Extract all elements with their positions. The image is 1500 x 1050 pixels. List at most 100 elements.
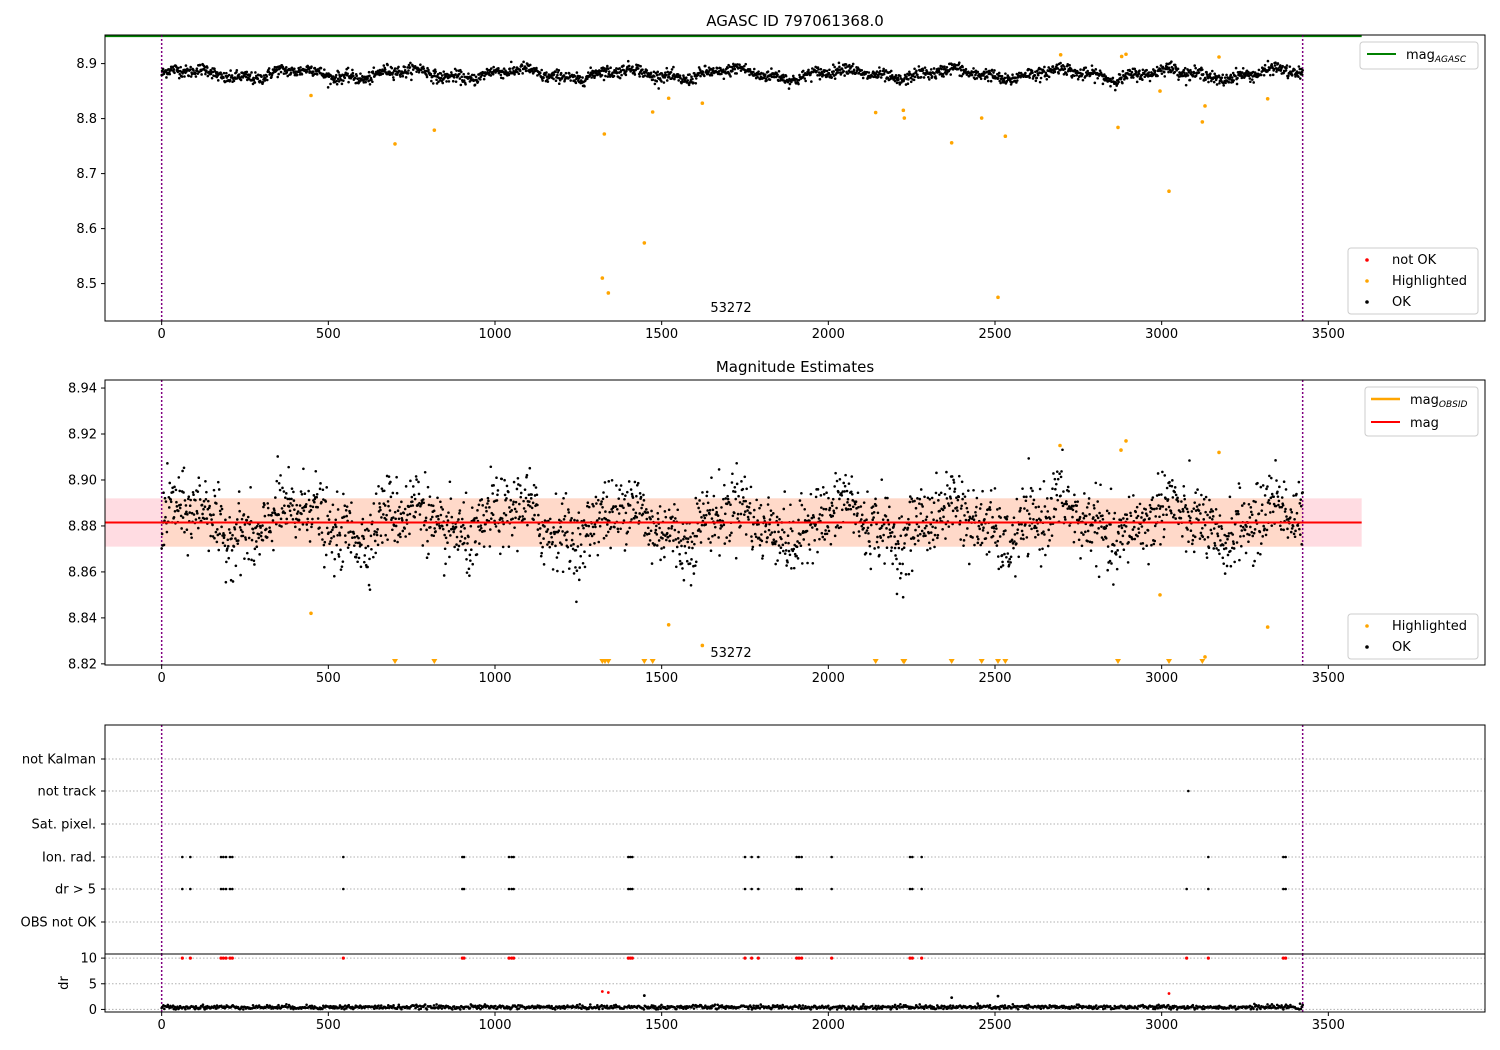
ok-point <box>1035 76 1039 80</box>
ok-point <box>260 531 263 534</box>
highlighted-point <box>600 276 605 280</box>
ok-point <box>931 538 935 542</box>
ok-point <box>918 532 922 536</box>
ok-point <box>567 72 571 75</box>
ok-point <box>1231 71 1235 75</box>
ok-point <box>173 485 176 489</box>
ok-point <box>399 535 402 539</box>
ok-point <box>223 544 227 548</box>
ok-point <box>907 78 910 81</box>
ok-point <box>1256 551 1260 555</box>
ok-point <box>916 497 919 500</box>
ok-point <box>806 514 810 517</box>
ok-point <box>370 547 373 551</box>
ok-point <box>693 542 696 546</box>
ok-point <box>633 480 637 484</box>
ok-point <box>651 78 655 81</box>
ok-point <box>879 536 883 539</box>
ok-point <box>384 518 388 521</box>
ok-point <box>1168 480 1171 484</box>
ok-point <box>554 70 557 73</box>
ok-point <box>1132 525 1136 529</box>
ok-point <box>459 539 462 543</box>
ok-point <box>550 535 553 539</box>
ok-point <box>229 578 233 582</box>
highlighted-point <box>1217 450 1221 455</box>
ok-point <box>860 513 864 517</box>
ok-point <box>1257 68 1261 72</box>
ok-point <box>1052 515 1056 519</box>
ok-point <box>593 74 597 78</box>
ok-point <box>255 524 259 528</box>
ok-point <box>1121 542 1124 546</box>
ok-point <box>797 82 800 86</box>
ok-point <box>1029 486 1033 490</box>
ok-point <box>201 512 204 516</box>
ok-point <box>486 502 489 505</box>
ok-point <box>907 572 911 576</box>
ok-point <box>1153 69 1157 73</box>
ok-point <box>639 64 642 68</box>
ok-point <box>268 526 271 529</box>
ok-point <box>853 502 857 506</box>
ok-point <box>1231 533 1235 536</box>
ok-point <box>671 549 675 553</box>
ok-point <box>526 523 529 527</box>
ok-point <box>993 69 996 72</box>
ok-point <box>1297 65 1301 68</box>
ok-point <box>1050 497 1053 500</box>
ok-point <box>504 513 508 517</box>
ok-point <box>1282 528 1285 532</box>
ok-point <box>213 494 217 498</box>
ok-point <box>1294 529 1297 533</box>
ok-point <box>1247 503 1251 506</box>
ok-point <box>536 503 539 507</box>
ok-point <box>266 506 270 510</box>
ok-point <box>656 511 660 515</box>
ok-point <box>1279 524 1282 528</box>
ok-point <box>162 72 166 76</box>
ok-point <box>606 75 610 78</box>
ok-point <box>1015 542 1018 545</box>
ok-point <box>692 572 696 575</box>
ok-point <box>543 525 546 528</box>
ok-point <box>554 492 558 495</box>
y-tick-label: 8.7 <box>76 167 97 182</box>
ok-point <box>747 505 751 509</box>
ok-point <box>1272 495 1275 499</box>
ok-point <box>403 507 407 511</box>
ok-point <box>652 70 656 74</box>
ok-point <box>901 562 904 566</box>
ok-point <box>752 70 755 74</box>
ok-point <box>1072 504 1075 508</box>
ok-point <box>909 549 913 552</box>
ok-point <box>464 548 467 552</box>
ok-point <box>204 480 207 483</box>
ok-point <box>589 532 592 536</box>
ok-point <box>162 491 165 495</box>
ok-point <box>690 540 694 544</box>
ok-point <box>1095 531 1099 535</box>
ok-point <box>588 543 592 547</box>
ok-point <box>1064 518 1067 521</box>
ok-point <box>362 535 365 538</box>
ok-point <box>912 72 915 76</box>
ok-point <box>1259 485 1263 489</box>
ok-point <box>984 67 988 71</box>
ok-point <box>1275 479 1278 482</box>
ok-point <box>724 497 728 500</box>
ok-point <box>989 79 993 83</box>
ok-point <box>1030 69 1034 73</box>
ok-point <box>455 69 458 72</box>
ok-point <box>612 505 615 508</box>
ok-point <box>369 513 372 517</box>
ok-point <box>559 525 563 529</box>
ok-point <box>977 524 981 528</box>
ok-point <box>818 513 822 516</box>
ok-point <box>953 487 957 491</box>
ok-point <box>618 488 621 491</box>
ok-point <box>1024 499 1028 503</box>
ok-point <box>868 544 872 548</box>
ok-point <box>631 496 635 499</box>
ok-point <box>783 552 787 555</box>
